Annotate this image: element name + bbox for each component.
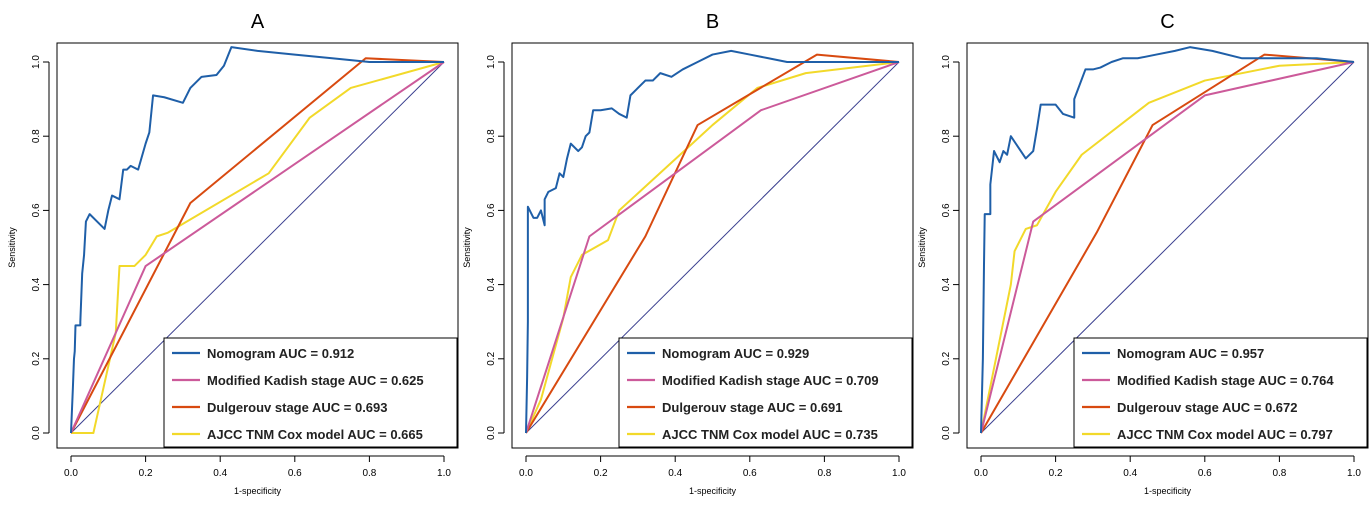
y-tick-label: 1.0 (486, 55, 497, 69)
panel-title: A (251, 11, 265, 33)
curves (980, 46, 1355, 434)
x-tick-label: 0.0 (519, 468, 533, 479)
y-axis-title: Sensitivity (917, 227, 927, 268)
x-tick-label: 0.4 (1123, 468, 1137, 479)
reference-diagonal-line (525, 61, 900, 434)
y-axis-title: Sensitivity (7, 227, 17, 268)
y-tick-label: 0.4 (941, 277, 952, 291)
roc-curve-series-1 (70, 46, 444, 434)
y-tick-label: 0.0 (486, 426, 497, 440)
x-tick-label: 0.6 (288, 468, 302, 479)
panel-title: B (706, 11, 719, 33)
legend-label: Modified Kadish stage AUC = 0.625 (207, 373, 424, 388)
legend-label: AJCC TNM Cox model AUC = 0.665 (207, 427, 423, 442)
x-axis-title: 1-specificity (234, 486, 282, 496)
roc-panel-a: A 0.0 0.2 0.4 0.6 0.8 1.0 0.0 0.2 0.4 0.6 0.8 1.0 1-s… (7, 11, 459, 496)
reference-diagonal-line (980, 61, 1355, 434)
legend-label: Modified Kadish stage AUC = 0.764 (1117, 373, 1334, 388)
plot-box (56, 42, 459, 449)
legend-box (618, 337, 913, 448)
x-tick-label: 0.8 (817, 468, 831, 479)
x-tick-label: 1.0 (437, 468, 451, 479)
y-axis-title: Sensitivity (462, 227, 472, 268)
y-tick-label: 0.2 (31, 351, 42, 365)
x-tick-label: 0.2 (594, 468, 608, 479)
legend-box (1073, 337, 1368, 448)
x-tick-label: 1.0 (1347, 468, 1361, 479)
x-axis-title: 1-specificity (1144, 486, 1192, 496)
legend-box (163, 337, 458, 448)
curves (70, 46, 445, 434)
roc-curve-series-4 (525, 61, 900, 434)
plot-box (511, 42, 914, 449)
y-tick-label: 0.2 (486, 351, 497, 365)
x-tick-label: 0.2 (139, 468, 153, 479)
y-tick-label: 0.8 (31, 129, 42, 143)
roc-curve-series-1 (525, 49, 899, 434)
y-tick-label: 0.8 (486, 129, 497, 143)
legend-label: Modified Kadish stage AUC = 0.709 (662, 373, 879, 388)
y-tick-label: 0.4 (486, 277, 497, 291)
roc-curve-series-2 (70, 61, 445, 434)
roc-curve-series-4 (980, 61, 1355, 434)
curves (525, 49, 900, 434)
x-tick-label: 0.4 (668, 468, 682, 479)
roc-curve-series-3 (70, 57, 445, 434)
y-tick-label: 0.2 (941, 351, 952, 365)
x-tick-label: 0.0 (974, 468, 988, 479)
roc-curve-series-2 (525, 61, 900, 434)
roc-curve-series-2 (980, 61, 1355, 434)
legend-label: Dulgerouv stage AUC = 0.672 (1117, 400, 1298, 415)
roc-panel-b: B 0.0 0.2 0.4 0.6 0.8 1.0 0.0 0.2 0.4 0.6 0.8 1.0 1-s… (462, 11, 914, 496)
y-tick-label: 0.0 (941, 426, 952, 440)
legend-label: Nomogram AUC = 0.957 (1117, 346, 1264, 361)
y-tick-label: 0.6 (486, 203, 497, 217)
legend-label: AJCC TNM Cox model AUC = 0.797 (1117, 427, 1333, 442)
legend-label: AJCC TNM Cox model AUC = 0.735 (662, 427, 878, 442)
reference-diagonal-line (70, 61, 445, 434)
x-tick-label: 0.6 (1198, 468, 1212, 479)
x-axis-title: 1-specificity (689, 486, 737, 496)
y-tick-label: 0.4 (31, 277, 42, 291)
roc-curve-series-3 (525, 53, 900, 434)
y-tick-label: 1.0 (941, 55, 952, 69)
x-tick-label: 0.8 (1272, 468, 1286, 479)
legend-label: Dulgerouv stage AUC = 0.693 (207, 400, 388, 415)
y-tick-label: 0.0 (31, 426, 42, 440)
legend-label: Nomogram AUC = 0.912 (207, 346, 354, 361)
legend-label: Dulgerouv stage AUC = 0.691 (662, 400, 843, 415)
plot-box (966, 42, 1369, 449)
y-tick-label: 0.6 (31, 203, 42, 217)
x-tick-label: 0.8 (362, 468, 376, 479)
y-tick-label: 1.0 (31, 55, 42, 69)
roc-curve-series-1 (980, 46, 1355, 434)
x-tick-label: 0.0 (64, 468, 78, 479)
x-tick-label: 0.2 (1049, 468, 1063, 479)
x-tick-label: 1.0 (892, 468, 906, 479)
roc-panel-c: C 0.0 0.2 0.4 0.6 0.8 1.0 0.0 0.2 0.4 0.6 0.8 1.0 1-s… (917, 11, 1369, 496)
panel-title: C (1160, 11, 1174, 33)
y-tick-label: 0.6 (941, 203, 952, 217)
roc-curve-series-3 (980, 53, 1355, 434)
y-tick-label: 0.8 (941, 129, 952, 143)
legend-label: Nomogram AUC = 0.929 (662, 346, 809, 361)
x-tick-label: 0.4 (213, 468, 227, 479)
x-tick-label: 0.6 (743, 468, 757, 479)
